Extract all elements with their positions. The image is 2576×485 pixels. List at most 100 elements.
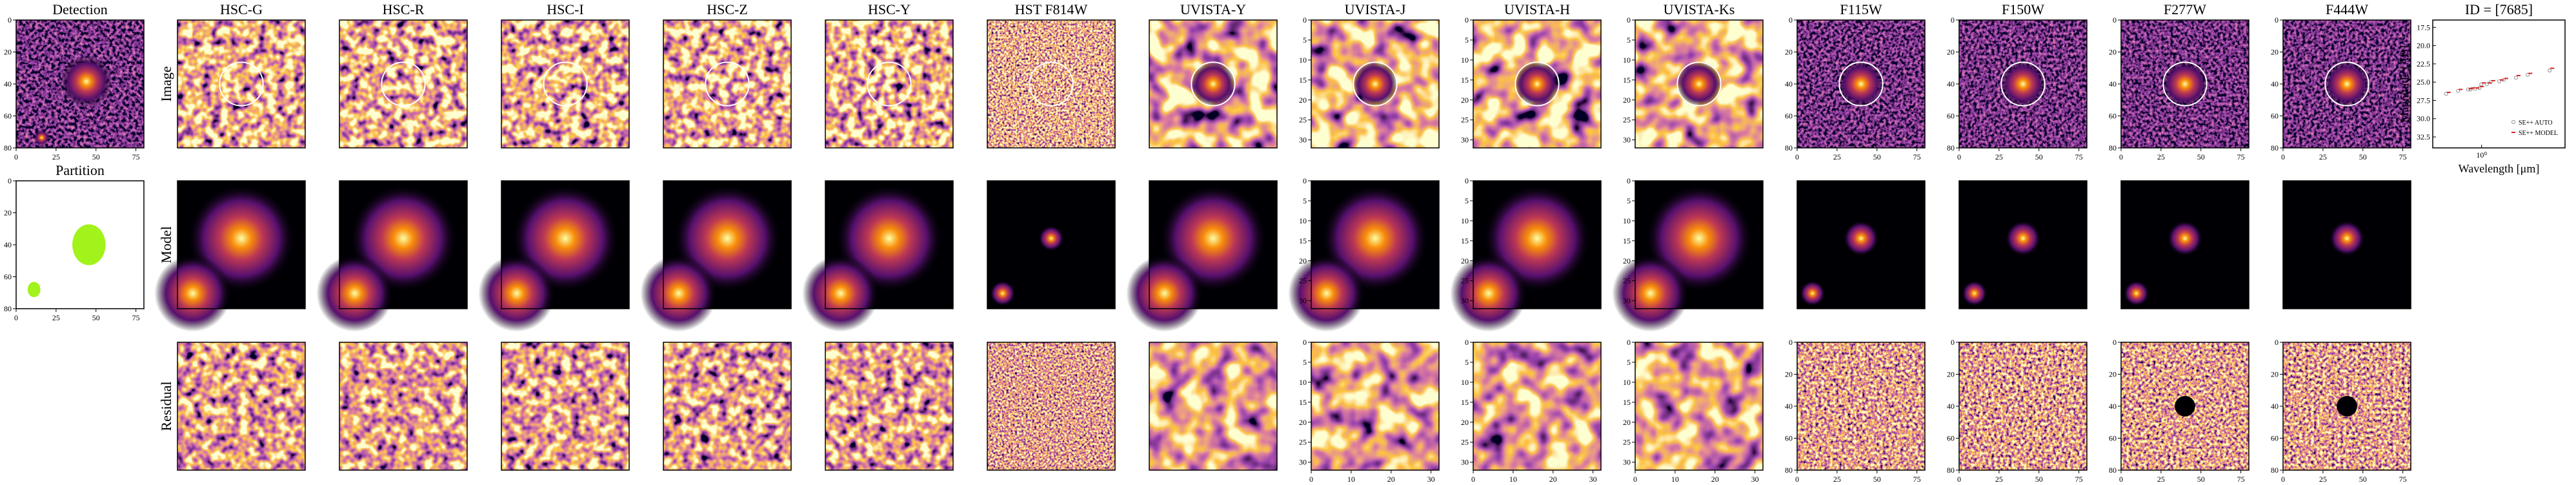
residual-frame xyxy=(1311,342,1440,471)
aperture xyxy=(219,61,264,107)
band-residual xyxy=(339,342,467,470)
y-tick-label: 30 xyxy=(1623,136,1631,145)
x-tick-label: 75 xyxy=(132,313,140,322)
y-tick-label: 5 xyxy=(1627,358,1631,367)
x-tick-label: 75 xyxy=(2075,475,2083,482)
model-frame xyxy=(663,180,792,309)
model-neighbor xyxy=(316,254,394,332)
model-neighbor xyxy=(1612,254,1689,332)
sed-point xyxy=(2471,87,2475,89)
sed-point xyxy=(2482,82,2486,84)
y-tick-label: 40 xyxy=(2109,402,2117,411)
model-neighbor xyxy=(154,254,232,332)
y-tick-label: 20 xyxy=(1461,96,1469,105)
y-tick-label: 25 xyxy=(1299,116,1307,125)
band-title: HSC-R xyxy=(383,1,425,17)
x-tick-label: 50 xyxy=(2035,475,2043,482)
sed-point xyxy=(2513,76,2518,80)
sed-point xyxy=(2468,87,2473,92)
sed-point xyxy=(2456,88,2460,93)
y-tick-label: 20 xyxy=(2109,370,2117,379)
y-tick-label: 25 xyxy=(1461,276,1469,285)
x-tick-label: 75 xyxy=(2399,152,2407,161)
y-tick-label: 0 xyxy=(1627,338,1631,347)
x-tick-label: 75 xyxy=(2237,475,2245,482)
y-tick-label: 0 xyxy=(2275,338,2279,347)
y-tick-label: 5 xyxy=(1465,358,1469,367)
x-tick-label: 75 xyxy=(2237,152,2245,161)
model-neighbor xyxy=(478,254,556,332)
image-frame xyxy=(1473,19,1602,149)
y-tick-label: 0 xyxy=(1303,338,1307,347)
x-tick-label: 25 xyxy=(2319,152,2327,161)
y-tick-label: 30 xyxy=(1461,458,1469,467)
y-tick-label: 0 xyxy=(2113,15,2117,25)
y-tick-label: 15 xyxy=(1299,398,1307,407)
model-frame xyxy=(1149,180,1278,309)
y-tick-label: 30.0 xyxy=(2417,114,2430,123)
y-tick-label: 80 xyxy=(2271,466,2279,475)
x-tick-label: 10 xyxy=(1509,475,1517,482)
y-tick-label: 60 xyxy=(2271,112,2279,121)
aperture xyxy=(867,61,912,107)
y-tick-label: 25 xyxy=(1623,438,1631,447)
y-tick-label: 25 xyxy=(1461,438,1469,447)
x-tick-label: 0 xyxy=(1795,152,1799,161)
y-tick-label: 60 xyxy=(1785,112,1793,121)
y-tick-label: 5 xyxy=(1465,36,1469,45)
model-neighbor xyxy=(2123,280,2149,307)
y-tick-label: 40 xyxy=(1947,402,1955,411)
y-tick-label: 22.5 xyxy=(2417,59,2430,68)
x-tick-label: 0 xyxy=(1471,475,1475,482)
model-frame xyxy=(2120,180,2249,309)
y-tick-label: 20 xyxy=(1461,418,1469,427)
y-tick-label: 5 xyxy=(1303,358,1307,367)
y-tick-label: 15 xyxy=(1623,76,1631,85)
y-tick-label: 0 xyxy=(1627,176,1631,185)
residual-core xyxy=(2175,396,2195,417)
x-tick-label: 75 xyxy=(1913,152,1921,161)
band-title: HSC-I xyxy=(547,1,583,17)
y-tick-label: 0 xyxy=(8,15,12,25)
x-tick-label: 0 xyxy=(2119,152,2123,161)
band-residual xyxy=(1959,342,2087,470)
x-tick-label: 25 xyxy=(2157,152,2165,161)
model-source xyxy=(1843,220,1879,256)
model-frame xyxy=(177,180,306,309)
x-tick-label: 10 xyxy=(1671,475,1679,482)
segment xyxy=(72,224,106,265)
y-tick-label: 10 xyxy=(1461,216,1469,225)
y-tick-label: 17.5 xyxy=(2417,23,2430,32)
y-tick-label: 20 xyxy=(1623,256,1631,265)
band-title: F444W xyxy=(2326,1,2368,17)
y-tick-label: 0 xyxy=(1789,338,1793,347)
y-tick-label: 60 xyxy=(2109,112,2117,121)
x-tick-label: 30 xyxy=(1427,475,1435,482)
aperture xyxy=(1029,61,1074,107)
x-tick-label: 10⁰ xyxy=(2476,150,2487,160)
y-tick-label: 80 xyxy=(1947,143,1955,152)
y-tick-label: 60 xyxy=(2109,434,2117,443)
model-frame xyxy=(1473,180,1602,309)
y-tick-label: 80 xyxy=(4,143,12,152)
x-tick-label: 50 xyxy=(2197,152,2205,161)
band-residual xyxy=(663,342,791,470)
y-tick-label: 15 xyxy=(1299,236,1307,245)
band-residual xyxy=(1797,342,1925,470)
y-tick-label: 0 xyxy=(1465,338,1469,347)
neighbor xyxy=(34,130,50,146)
y-tick-label: 20 xyxy=(2109,48,2117,57)
x-tick-label: 50 xyxy=(1873,152,1881,161)
x-tick-label: 0 xyxy=(14,313,18,322)
y-tick-label: 10 xyxy=(1461,56,1469,65)
y-tick-label: 27.5 xyxy=(2417,96,2430,105)
legend-marker xyxy=(2511,132,2515,133)
aperture xyxy=(1353,61,1398,107)
x-tick-label: 25 xyxy=(2157,475,2165,482)
model-neighbor xyxy=(1126,254,1203,332)
y-tick-label: 0 xyxy=(1951,338,1955,347)
chart-title: ID = [7685] xyxy=(2465,1,2533,17)
sed-point xyxy=(2528,72,2533,74)
y-tick-label: 32.5 xyxy=(2417,132,2430,141)
band-title: HSC-Z xyxy=(707,1,748,17)
